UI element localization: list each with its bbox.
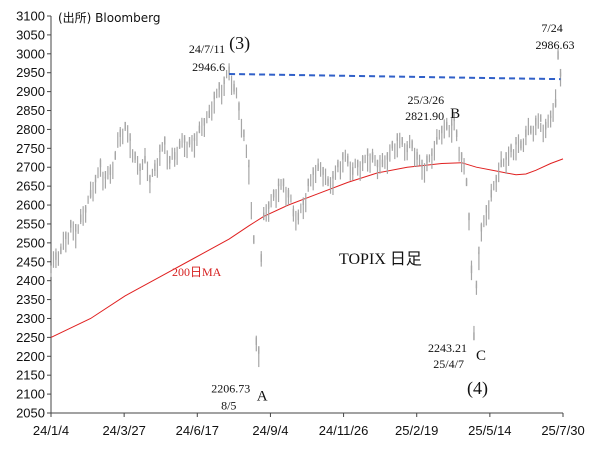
annotation-last-date: 7/24 [541,21,562,35]
annotation-peak-3-date: 24/7/11 [189,42,225,56]
annotation-point-c: C [476,348,486,364]
x-tick-label: 24/11/26 [319,423,369,438]
y-tick-label: 3050 [16,27,45,42]
annotation-low-c-date: 25/4/7 [433,357,464,371]
chart-title: TOPIX 日足 [339,251,422,268]
y-tick-label: 2450 [16,254,45,269]
y-tick-label: 2150 [16,368,45,383]
reference-line [229,72,561,81]
annotation-low-a-date: 8/5 [221,399,236,413]
y-tick-label: 2800 [16,122,45,137]
y-tick-label: 2300 [16,311,45,326]
y-tick-label: 2500 [16,235,45,250]
annotation-peak-3-value: 2946.6 [192,60,225,74]
y-tick-label: 2350 [16,292,45,307]
annotations: 24/7/11 2946.6 (3) 2206.73 8/5 A 25/3/26 2821.9… [189,21,575,413]
y-tick-label: 2050 [16,406,45,421]
x-tick-label: 25/7/30 [541,423,584,438]
ma-200-series [50,158,564,338]
x-tick-label: 24/9/4 [252,423,288,438]
annotation-wave-3: (3) [229,33,250,54]
annotation-peak-b-date: 25/3/26 [407,93,444,107]
x-tick-label: 25/2/19 [395,423,438,438]
annotation-point-b: B [450,106,460,122]
y-tick-label: 2600 [16,198,45,213]
y-tick-label: 2400 [16,273,45,288]
x-tick-label: 24/1/4 [33,423,69,438]
annotation-peak-b-value: 2821.90 [405,109,444,123]
y-tick-label: 2950 [16,65,45,80]
annotation-last-value: 2986.63 [536,38,575,52]
x-tick-label: 24/6/17 [176,423,219,438]
y-tick-label: 2700 [16,160,45,175]
x-tick-label: 25/5/14 [468,423,511,438]
annotation-low-c-value: 2243.21 [428,341,467,355]
ma-200-line [50,158,564,338]
annotation-wave-4: (4) [467,378,488,399]
ma-legend-label: 200日MA [172,265,222,279]
reference-line-group [229,72,561,81]
y-tick-label: 2550 [16,216,45,231]
y-tick-label: 2750 [16,141,45,156]
y-tick-label: 2100 [16,387,45,402]
x-tick-label: 24/3/27 [102,423,145,438]
annotation-low-a-value: 2206.73 [211,382,250,396]
price-series [50,49,562,368]
annotation-point-a: A [257,389,268,405]
y-tick-label: 2200 [16,349,45,364]
y-tick-label: 2900 [16,84,45,99]
y-tick-label: 3000 [16,46,45,61]
y-tick-label: 2250 [16,330,45,345]
source-label: (出所) Bloomberg [58,11,160,25]
axes: 3100 3050 3000 2950 2900 2850 2800 2750 2700 2650… [16,9,585,439]
y-tick-label: 2650 [16,179,45,194]
y-tick-label: 3100 [16,9,45,24]
y-tick-label: 2850 [16,103,45,118]
